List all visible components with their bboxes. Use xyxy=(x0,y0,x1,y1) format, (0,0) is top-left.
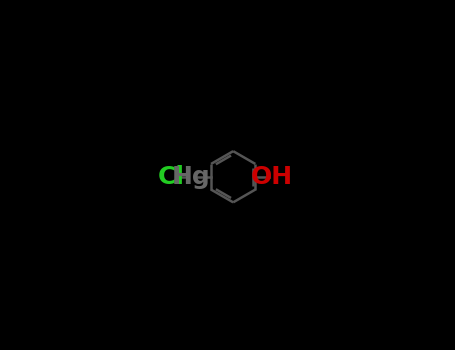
Text: OH: OH xyxy=(251,165,293,189)
Text: Hg: Hg xyxy=(172,165,210,189)
Text: Cl: Cl xyxy=(158,165,185,189)
